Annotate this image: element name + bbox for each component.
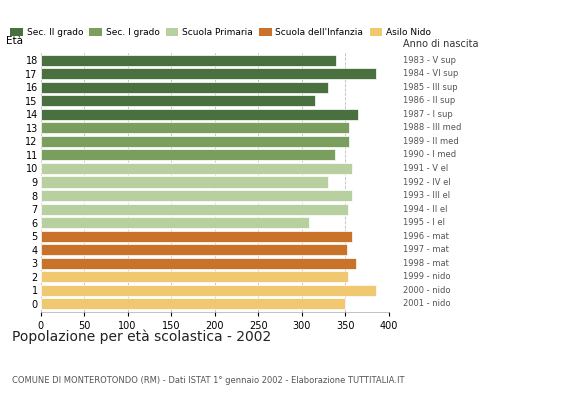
Bar [41, 285, 376, 296]
Text: 1996 - mat: 1996 - mat [403, 232, 449, 241]
Bar [41, 136, 349, 147]
Legend: Sec. II grado, Sec. I grado, Scuola Primaria, Scuola dell'Infanzia, Asilo Nido: Sec. II grado, Sec. I grado, Scuola Prim… [10, 28, 431, 37]
Bar [41, 217, 309, 228]
Text: 1986 - II sup: 1986 - II sup [403, 96, 455, 105]
Text: Popolazione per età scolastica - 2002: Popolazione per età scolastica - 2002 [12, 330, 271, 344]
Bar [41, 163, 352, 174]
Bar [41, 298, 345, 310]
Text: 1995 - I el: 1995 - I el [403, 218, 445, 227]
Bar [41, 190, 352, 201]
Bar [41, 271, 347, 282]
Bar [41, 176, 328, 188]
Text: 2001 - nido: 2001 - nido [403, 299, 451, 308]
Text: COMUNE DI MONTEROTONDO (RM) - Dati ISTAT 1° gennaio 2002 - Elaborazione TUTTITAL: COMUNE DI MONTEROTONDO (RM) - Dati ISTAT… [12, 376, 404, 385]
Bar [41, 122, 349, 133]
Text: 1997 - mat: 1997 - mat [403, 245, 449, 254]
Text: 1987 - I sup: 1987 - I sup [403, 110, 453, 119]
Text: 1985 - III sup: 1985 - III sup [403, 83, 458, 92]
Text: 1999 - nido: 1999 - nido [403, 272, 451, 281]
Text: 1993 - III el: 1993 - III el [403, 191, 450, 200]
Text: 1998 - mat: 1998 - mat [403, 259, 449, 268]
Bar [41, 109, 358, 120]
Text: 2000 - nido: 2000 - nido [403, 286, 451, 295]
Text: 1988 - III med: 1988 - III med [403, 123, 462, 132]
Text: 1983 - V sup: 1983 - V sup [403, 56, 456, 65]
Bar [41, 231, 352, 242]
Text: 1984 - VI sup: 1984 - VI sup [403, 69, 458, 78]
Bar [41, 149, 335, 160]
Text: 1989 - II med: 1989 - II med [403, 137, 459, 146]
Bar [41, 54, 336, 66]
Text: 1990 - I med: 1990 - I med [403, 150, 456, 160]
Text: 1994 - II el: 1994 - II el [403, 204, 448, 214]
Text: Età: Età [6, 36, 23, 46]
Text: Anno di nascita: Anno di nascita [403, 39, 478, 49]
Text: 1991 - V el: 1991 - V el [403, 164, 448, 173]
Bar [41, 258, 356, 269]
Bar [41, 82, 328, 93]
Text: 1992 - IV el: 1992 - IV el [403, 178, 451, 186]
Bar [41, 204, 347, 215]
Bar [41, 95, 314, 106]
Bar [41, 244, 347, 255]
Bar [41, 68, 376, 79]
